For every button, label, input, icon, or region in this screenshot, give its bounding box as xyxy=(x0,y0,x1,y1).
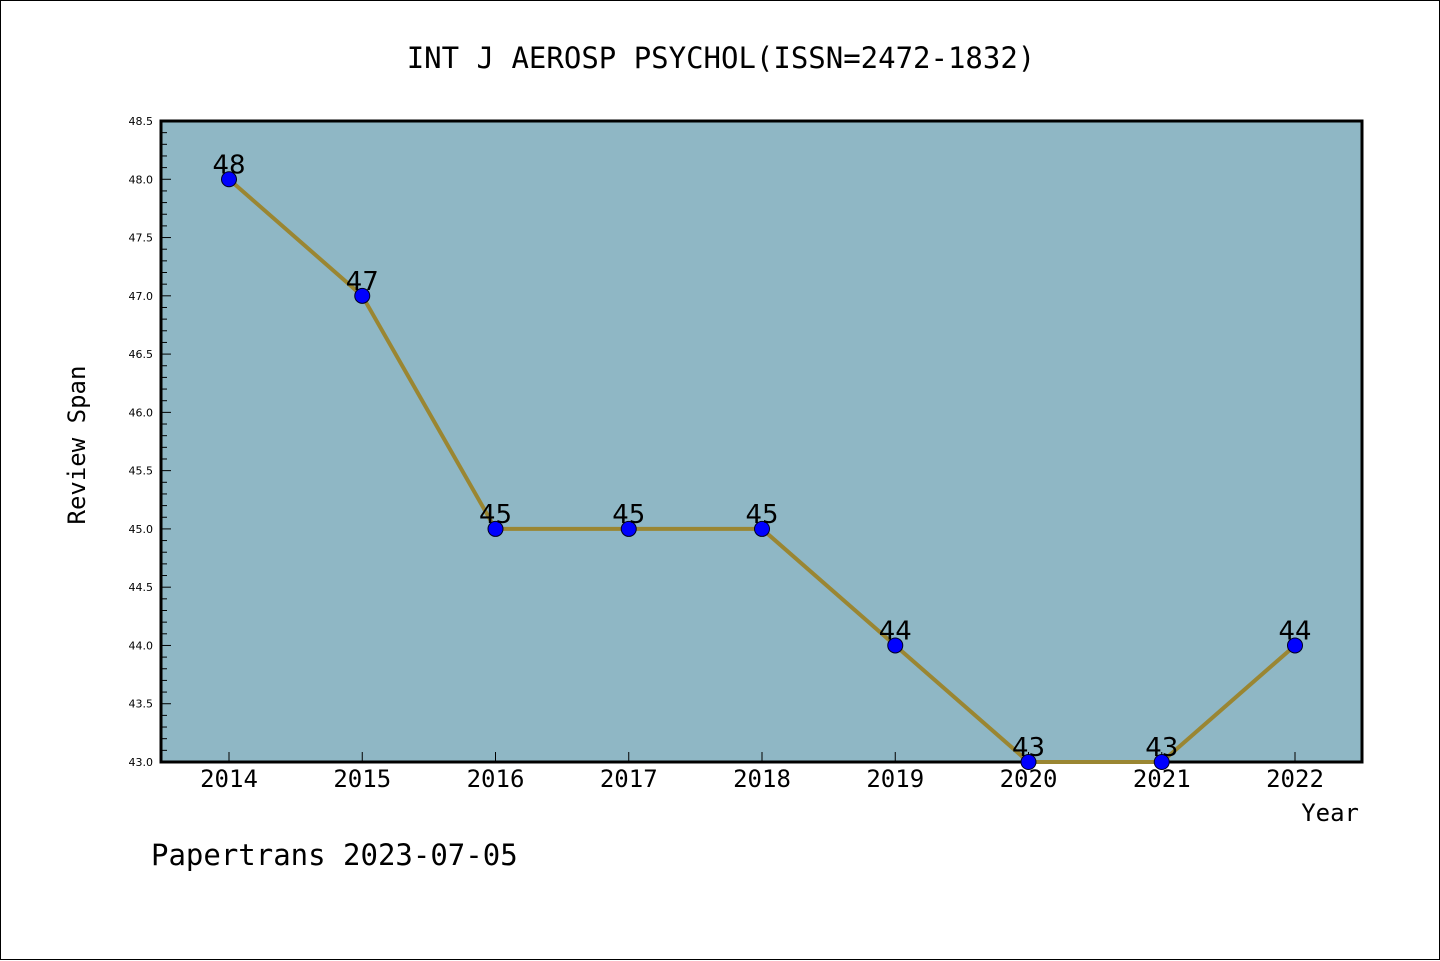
data-label: 48 xyxy=(212,150,245,180)
data-label: 44 xyxy=(879,616,912,646)
x-tick-label: 2022 xyxy=(1266,765,1324,793)
data-label: 45 xyxy=(745,500,778,530)
data-label: 45 xyxy=(479,500,512,530)
y-tick-label: 46.5 xyxy=(129,348,154,361)
x-tick-label: 2015 xyxy=(333,765,391,793)
x-tick-label: 2016 xyxy=(467,765,525,793)
y-tick-label: 43.0 xyxy=(129,756,154,769)
data-label: 44 xyxy=(1278,616,1311,646)
data-label: 47 xyxy=(346,267,379,297)
data-label: 45 xyxy=(612,500,645,530)
data-point xyxy=(754,520,770,537)
data-point xyxy=(487,520,504,537)
y-tick-label: 47.0 xyxy=(129,290,154,303)
series-layer: 48 47 45 45 45 44 43 43 44 xyxy=(212,150,1312,770)
x-axis: 2014 2015 2016 2017 2018 2019 2020 2021 2022 xyxy=(200,752,1324,793)
x-tick-label: 2019 xyxy=(866,765,924,793)
x-tick-label: 2014 xyxy=(200,765,258,793)
y-tick-label: 45.0 xyxy=(129,523,154,536)
data-label: 43 xyxy=(1012,733,1045,763)
y-tick-label: 44.5 xyxy=(129,581,154,594)
y-tick-label: 48.0 xyxy=(129,173,154,186)
y-tick-label: 47.5 xyxy=(129,232,154,245)
y-axis: 43.0 43.5 44.0 44.5 45.0 45.5 46.0 46.5 47.0 47.5… xyxy=(129,115,171,769)
chart-title: INT J AEROSP PSYCHOL(ISSN=2472-1832) xyxy=(407,41,1036,75)
y-tick-label: 46.0 xyxy=(129,406,154,419)
data-point xyxy=(887,637,904,654)
x-tick-label: 2018 xyxy=(733,765,791,793)
data-point xyxy=(1020,754,1037,770)
plot-area xyxy=(159,119,1364,764)
data-point xyxy=(1287,637,1303,654)
footer-text: Papertrans 2023-07-05 xyxy=(151,838,518,872)
x-axis-label: Year xyxy=(1301,799,1359,827)
data-point xyxy=(221,171,237,188)
y-tick-label: 45.5 xyxy=(129,465,154,478)
y-axis-label: Review Span xyxy=(63,366,91,525)
y-tick-label: 43.5 xyxy=(129,698,154,711)
data-label: 43 xyxy=(1145,733,1178,763)
y-tick-label: 48.5 xyxy=(129,115,154,128)
data-point xyxy=(354,287,371,304)
y-tick-label: 44.0 xyxy=(129,639,154,652)
data-point xyxy=(620,520,637,537)
x-tick-label: 2017 xyxy=(600,765,658,793)
data-point xyxy=(1153,754,1170,770)
